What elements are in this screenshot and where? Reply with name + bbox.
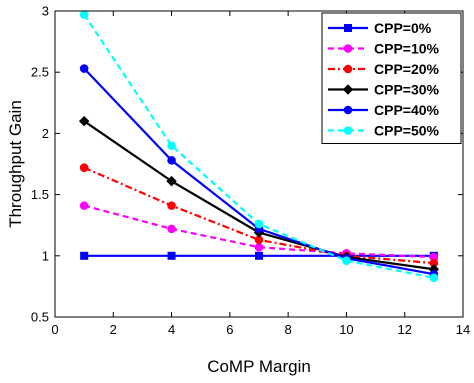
data-point bbox=[80, 251, 89, 260]
series-line bbox=[83, 166, 434, 265]
data-point bbox=[254, 242, 264, 252]
x-axis-title: CoMP Margin bbox=[207, 357, 311, 376]
series-line bbox=[83, 204, 434, 259]
data-point bbox=[254, 219, 264, 229]
legend-label: CPP=20% bbox=[374, 61, 440, 77]
legend-label: CPP=30% bbox=[374, 82, 440, 98]
legend-box bbox=[321, 12, 462, 144]
y-tick-label: 1 bbox=[42, 248, 49, 263]
data-point bbox=[167, 156, 176, 165]
data-point bbox=[167, 141, 176, 150]
data-point bbox=[79, 64, 89, 73]
x-tick-label: 2 bbox=[110, 322, 117, 337]
y-tick-label: 1.5 bbox=[31, 187, 49, 202]
x-tick-label: 4 bbox=[168, 322, 175, 337]
legend-label: CPP=50% bbox=[374, 123, 440, 139]
data-point bbox=[167, 224, 176, 234]
y-tick-label: 2 bbox=[42, 126, 49, 141]
data-point bbox=[79, 201, 89, 210]
legend-marker bbox=[343, 105, 353, 115]
data-point bbox=[429, 273, 439, 283]
data-point bbox=[167, 201, 176, 210]
data-point bbox=[167, 251, 176, 260]
x-tick-label: 8 bbox=[285, 322, 292, 337]
data-point bbox=[166, 175, 177, 187]
data-point bbox=[79, 163, 89, 172]
x-tick-label: 10 bbox=[339, 322, 353, 337]
legend-label: CPP=0% bbox=[374, 20, 432, 36]
y-tick-label: 0.5 bbox=[31, 310, 49, 325]
axes-layer: 0 2 4 6 8 10 12 14 0.5 1 1.5 2 2.5 3 bbox=[31, 4, 470, 338]
legend-marker bbox=[343, 44, 353, 53]
y-tick-label: 2.5 bbox=[31, 65, 49, 80]
series-5 bbox=[79, 10, 439, 283]
data-point bbox=[255, 251, 263, 260]
series-layer bbox=[78, 10, 440, 283]
x-tick-label: 14 bbox=[456, 322, 470, 337]
legend-label: CPP=10% bbox=[374, 41, 440, 57]
y-tick-label: 3 bbox=[42, 4, 49, 19]
legend: CPP=0% CPP=10% CPP=20% CPP=30% CPP=40% CPP=50… bbox=[321, 12, 462, 144]
x-tick-label: 12 bbox=[397, 322, 411, 337]
data-point bbox=[342, 256, 351, 265]
plot-frame bbox=[54, 10, 464, 318]
legend-marker bbox=[344, 24, 352, 32]
legend-marker bbox=[343, 126, 353, 135]
data-point bbox=[78, 115, 90, 127]
legend-label: CPP=40% bbox=[374, 102, 440, 118]
y-axis-title: Throughput Gain bbox=[6, 100, 25, 228]
data-point bbox=[79, 10, 89, 19]
legend-marker bbox=[342, 84, 354, 95]
legend-marker bbox=[343, 64, 353, 74]
x-tick-label: 0 bbox=[51, 322, 58, 337]
x-tick-label: 6 bbox=[226, 322, 233, 337]
